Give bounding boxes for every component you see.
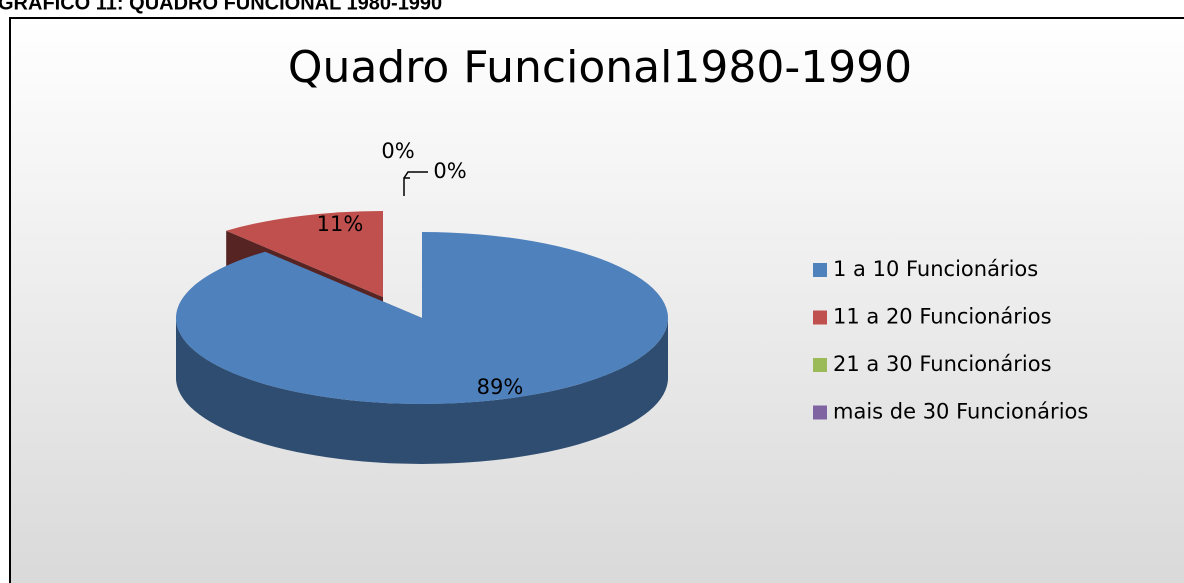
leader-line [403,171,428,196]
data-label: 0% [381,139,414,163]
heading: GRÁFICO 11: QUADRO FUNCIONAL 1980-1990 [0,0,442,14]
slice-side [176,318,668,464]
slice-tops [175,211,668,404]
slice [226,211,383,297]
slice-walls [176,318,668,464]
data-label: 11% [317,212,364,236]
legend-label: 11 a 20 Funcionários [833,305,1052,329]
legend-label: 21 a 30 Funcionários [833,352,1052,376]
data-label: 0% [433,159,466,183]
legend-swatch [813,310,827,325]
legend-swatch [813,263,827,277]
data-label: 89% [477,375,524,399]
legend-label: mais de 30 Funcionários [833,400,1088,424]
labels: 89% 11% 0% 0% [317,139,524,399]
legend-swatch [813,358,827,372]
legend-swatch [813,405,827,420]
chart-title: Quadro Funcional1980-1990 [288,42,912,93]
slice [175,232,668,404]
pie [175,211,668,464]
legend-label: 1 a 10 Funcionários [833,257,1038,281]
